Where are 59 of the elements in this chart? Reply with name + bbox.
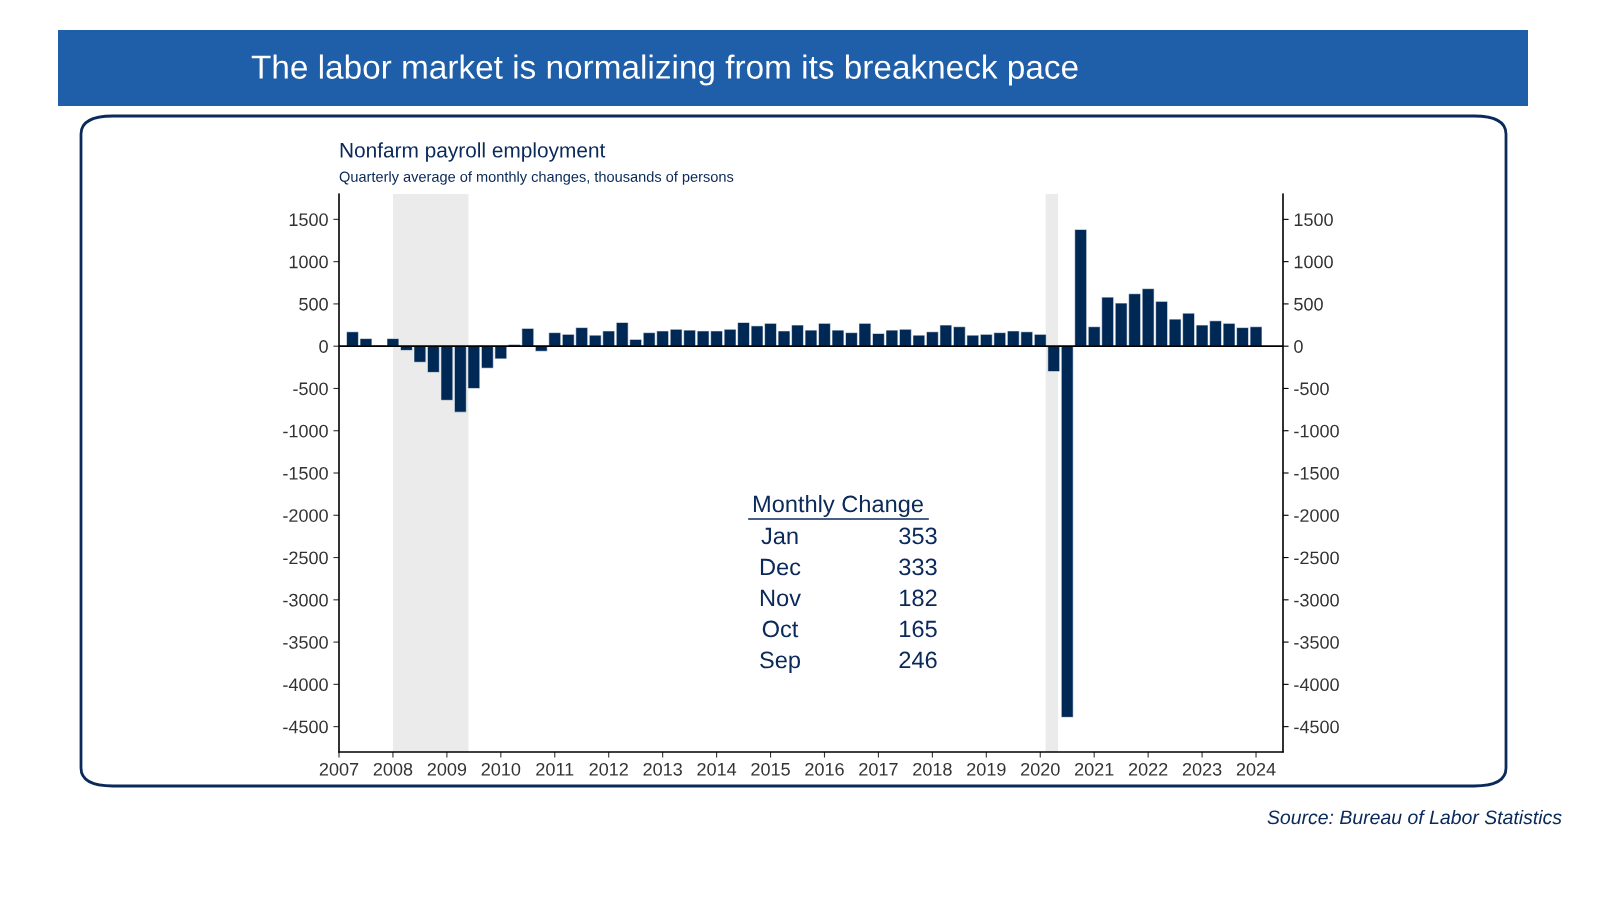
- y2-tick-label: -500: [1294, 382, 1329, 396]
- chart-title: The labor market is normalizing from its breakneck pace: [251, 54, 1078, 86]
- x-tick-label: 2014: [697, 762, 737, 776]
- y2-tick-label: 500: [1294, 297, 1323, 311]
- y2-tick-label: -3000: [1294, 593, 1339, 607]
- y2-tick-label: -2500: [1294, 551, 1339, 565]
- annotation: Oct: [762, 620, 799, 638]
- source-note: Source: Bureau of Labor Statistics: [1267, 809, 1562, 825]
- y2-tick-label: -4500: [1294, 720, 1339, 734]
- x-tick-label: 2021: [1075, 762, 1114, 776]
- x-tick-label: 2010: [481, 762, 521, 776]
- annotation: 353: [899, 527, 937, 545]
- y-tick-label: -1500: [283, 466, 328, 480]
- annotation: Jan: [761, 527, 798, 545]
- x-tick-label: 2016: [805, 762, 844, 776]
- y-tick-label: -2500: [283, 551, 328, 565]
- x-tick-label: 2024: [1236, 762, 1276, 776]
- annotation: 165: [900, 620, 937, 638]
- x-tick-label: 2012: [589, 762, 628, 776]
- y-tick-label: -3000: [283, 593, 328, 607]
- y-tick-label: -3500: [283, 636, 328, 649]
- y-tick-label: 0: [319, 340, 328, 353]
- annotation: Dec: [760, 558, 801, 576]
- y2-tick-label: -1000: [1294, 424, 1339, 438]
- annotation: 246: [899, 651, 937, 669]
- x-tick-label: 2022: [1128, 762, 1168, 776]
- y2-tick-label: -2000: [1294, 509, 1339, 522]
- y-tick-label: 1500: [289, 213, 328, 227]
- x-tick-label: 2009: [427, 762, 467, 776]
- x-tick-label: 2019: [967, 762, 1006, 776]
- x-tick-label: 2011: [536, 762, 574, 776]
- annotation: Nov: [760, 589, 801, 607]
- annotation: Monthly Change: [753, 494, 923, 518]
- annotation: 333: [899, 558, 937, 576]
- x-tick-label: 2017: [859, 762, 898, 776]
- y2-tick-label: 0: [1294, 340, 1303, 353]
- y-tick-label: -4000: [283, 678, 328, 692]
- y2-tick-label: 1500: [1294, 213, 1333, 227]
- x-tick-label: 2007: [319, 762, 359, 776]
- x-tick-label: 2023: [1182, 762, 1222, 776]
- x-tick-label: 2020: [1021, 762, 1060, 776]
- y-tick-label: 500: [299, 297, 328, 311]
- y-tick-label: -500: [293, 382, 328, 396]
- y-tick-label: -1000: [283, 424, 328, 438]
- annotation: 182: [900, 589, 937, 607]
- y-tick-label: -4500: [283, 720, 328, 734]
- y2-tick-label: 1000: [1294, 255, 1333, 269]
- x-tick-label: 2018: [913, 762, 952, 776]
- y-tick-label: 1000: [289, 255, 328, 269]
- x-tick-label: 2015: [751, 762, 790, 776]
- y2-tick-label: -4000: [1294, 678, 1339, 692]
- x-tick-label: 2008: [373, 762, 413, 776]
- text: Quarterly average of monthly changes, thousands of persons: [339, 171, 734, 185]
- x-tick-label: 2013: [643, 762, 682, 776]
- y2-tick-label: -3500: [1294, 636, 1339, 649]
- y-tick-label: -2000: [283, 509, 328, 522]
- chart-subtitle: Nonfarm payroll employment: [340, 142, 606, 162]
- annotation: Sep: [760, 651, 801, 674]
- y2-tick-label: -1500: [1294, 466, 1339, 480]
